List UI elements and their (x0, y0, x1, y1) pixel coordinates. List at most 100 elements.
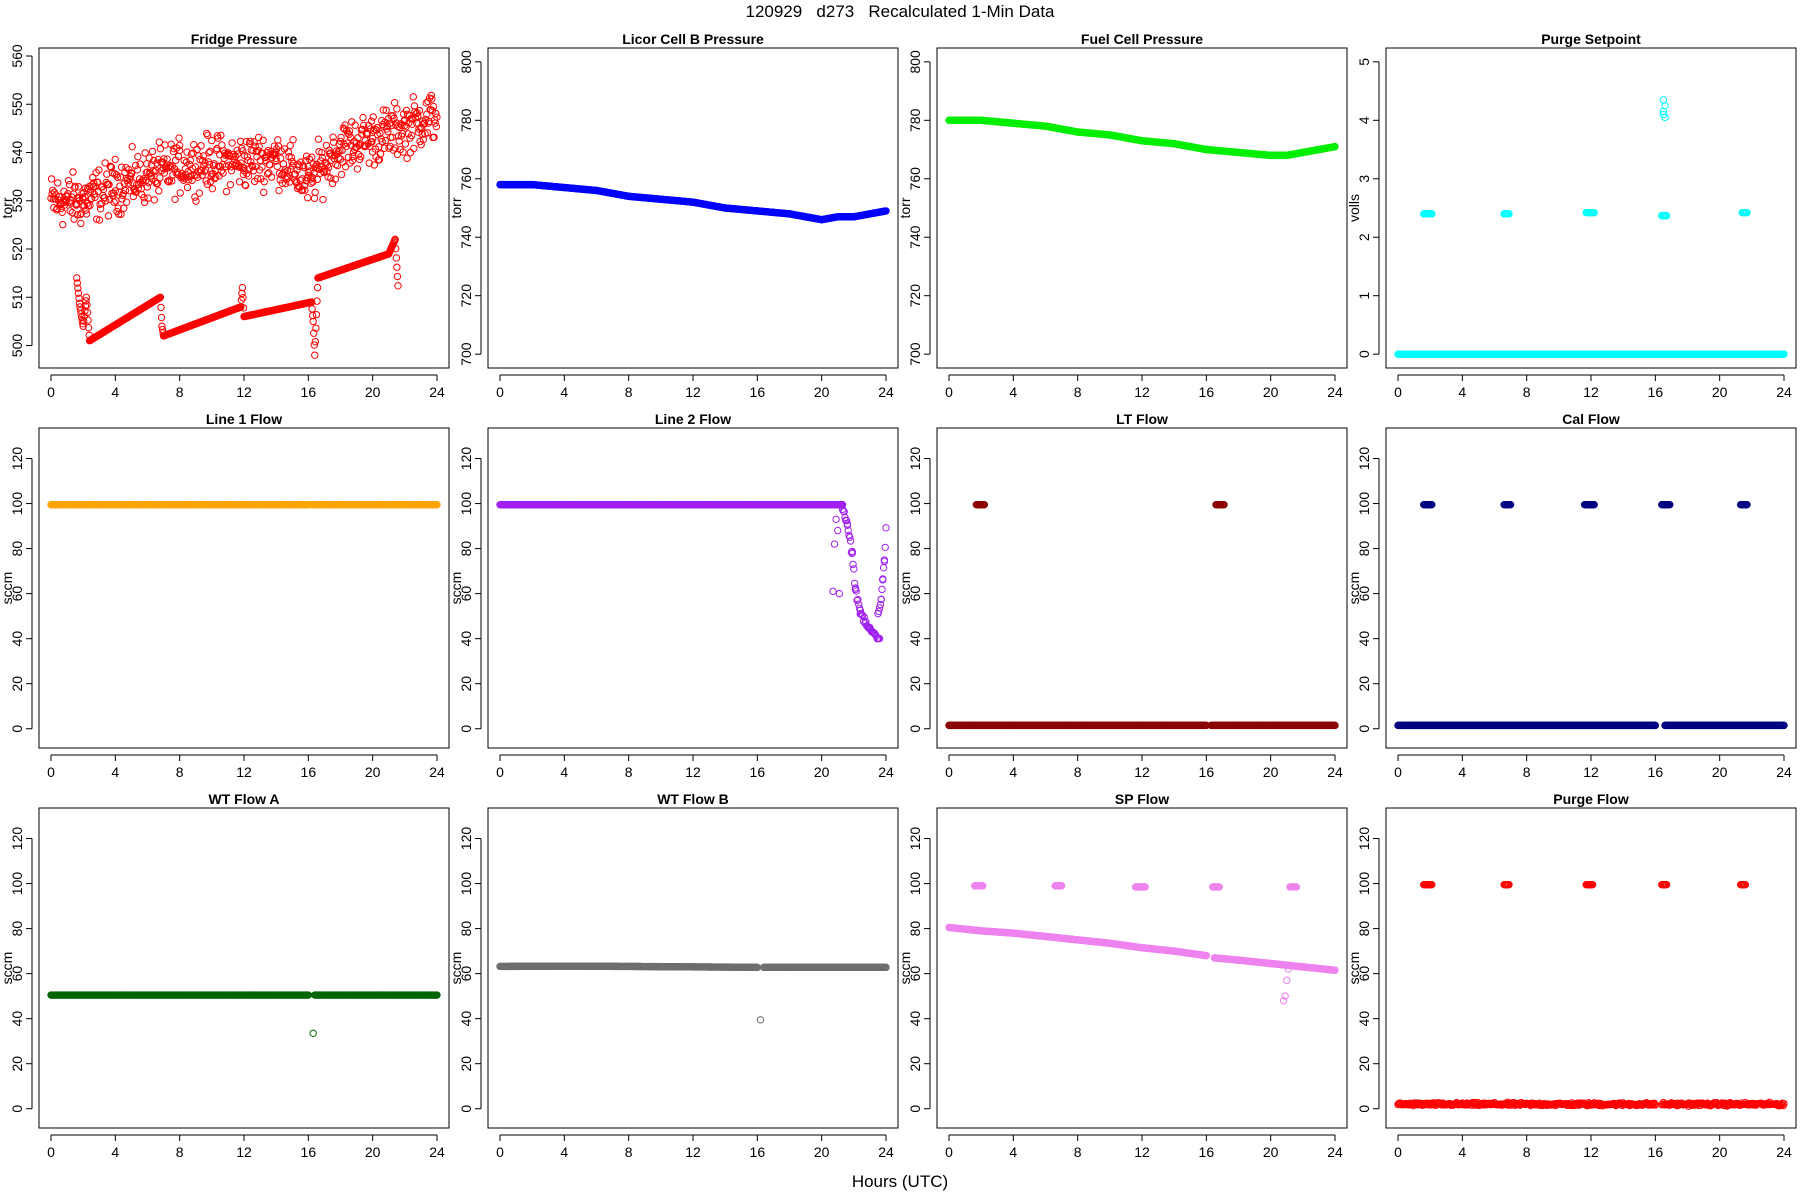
data-point (74, 284, 82, 292)
data-point (272, 154, 280, 163)
x-tick-label: 16 (750, 384, 766, 400)
data-point (379, 106, 388, 114)
data-point (375, 143, 383, 151)
data-point (120, 204, 128, 212)
data-point (418, 130, 426, 138)
y-tick-label: 20 (9, 676, 25, 692)
data-point (101, 159, 109, 167)
series-0 (47, 91, 441, 229)
y-tick-label: 760 (458, 167, 474, 191)
data-point (411, 114, 420, 122)
data-point (430, 133, 438, 141)
data-point (247, 157, 255, 166)
data-point (69, 168, 77, 176)
series-4 (1658, 211, 1671, 220)
data-point (882, 524, 890, 532)
data-point (366, 142, 374, 151)
data-point (79, 322, 87, 330)
data-point (134, 152, 142, 161)
data-point (226, 180, 235, 189)
x-tick-label: 4 (560, 384, 568, 400)
data-point (307, 179, 315, 187)
data-point (191, 193, 199, 201)
x-tick-label: 4 (1458, 764, 1466, 780)
data-point (331, 175, 340, 183)
y-tick-label: 0 (9, 725, 25, 733)
data-point (358, 130, 366, 138)
data-point (188, 176, 196, 184)
data-point (192, 197, 200, 205)
data-point (212, 173, 220, 182)
data-point (95, 166, 103, 174)
data-point (879, 563, 888, 572)
plot-frame (38, 427, 450, 749)
series-3 (1582, 208, 1598, 217)
y-tick-label: 20 (458, 676, 474, 692)
x-tick-label: 16 (1199, 764, 1215, 780)
data-point (160, 155, 168, 163)
data-point (327, 174, 335, 182)
data-point (289, 135, 297, 144)
x-axis: 0 4 8 12 16 20 24 (47, 754, 445, 780)
data-point (216, 162, 224, 171)
data-point (300, 182, 309, 190)
series-3 (829, 515, 844, 598)
data-point (432, 123, 441, 131)
data-point (136, 160, 144, 168)
data-point (183, 183, 192, 192)
x-tick-label: 0 (47, 384, 55, 400)
data-point (113, 173, 122, 182)
data-point (333, 161, 342, 170)
data-point (348, 156, 357, 165)
data-point (346, 159, 354, 167)
data-point (250, 138, 258, 146)
data-point (332, 160, 340, 169)
data-point (241, 181, 250, 190)
data-point (850, 565, 858, 573)
y-tick-label: 720 (458, 284, 474, 308)
data-point (84, 323, 93, 332)
x-tick-label: 24 (429, 764, 445, 780)
data-point (116, 173, 125, 181)
data-point (101, 197, 110, 205)
data-point (143, 183, 152, 191)
data-point (73, 211, 82, 219)
y-tick-label: 120 (907, 447, 923, 471)
y-tick-label: 100 (9, 492, 25, 516)
data-point (301, 186, 309, 194)
data-point (103, 170, 111, 178)
data-point (288, 157, 296, 166)
y-axis-label: torr (448, 197, 464, 218)
data-point (298, 186, 307, 194)
data-point (304, 168, 313, 177)
data-point (240, 164, 248, 172)
data-point (117, 163, 126, 171)
data-point (311, 188, 319, 197)
data-point (241, 181, 249, 189)
data-point (82, 297, 90, 305)
x-tick-label: 16 (301, 384, 317, 400)
data-point (351, 121, 359, 129)
data-point (184, 176, 193, 184)
data-point (111, 187, 120, 195)
data-point (370, 161, 379, 169)
data-points (945, 500, 1339, 730)
x-tick-label: 4 (1009, 764, 1017, 780)
data-point (384, 127, 392, 136)
data-point (303, 174, 311, 182)
data-point (140, 193, 148, 202)
data-point (131, 161, 140, 170)
data-point (420, 119, 428, 127)
plot-frame (1385, 427, 1797, 749)
data-point (305, 155, 314, 163)
data-point (357, 152, 365, 161)
data-point (849, 560, 857, 569)
data-point (376, 129, 384, 138)
data-point (54, 179, 62, 187)
data-point (313, 283, 322, 292)
data-point (878, 585, 886, 594)
data-point (66, 207, 74, 215)
